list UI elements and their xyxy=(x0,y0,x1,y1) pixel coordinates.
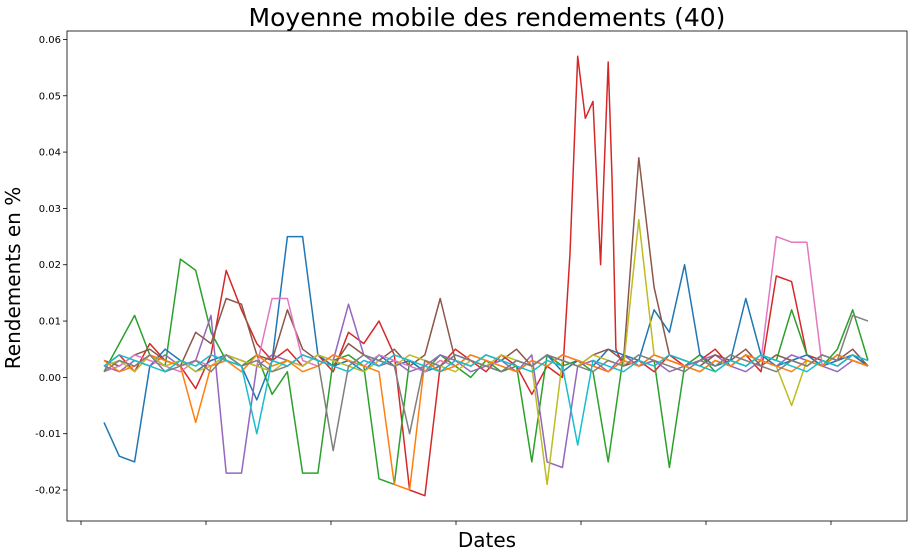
series-line-7 xyxy=(103,218,869,486)
series-layer xyxy=(103,55,869,497)
y-tick-label: 0.01 xyxy=(39,317,61,328)
y-tick-label: 0.06 xyxy=(39,35,61,46)
tick-layer: -0.02 -0.01 0.00 0.01 0.02 0.03 0.04 0.05 0.06 xyxy=(35,35,832,525)
series-line-8 xyxy=(103,354,869,491)
series-line-3 xyxy=(103,235,869,463)
y-tick-label: 0.03 xyxy=(39,204,61,215)
y-tick-label: 0.04 xyxy=(39,148,61,159)
y-tick-label: 0.00 xyxy=(39,373,61,384)
series-line-10 xyxy=(103,354,869,446)
y-tick-label: -0.02 xyxy=(35,486,61,497)
x-axis-label: Dates xyxy=(458,528,516,552)
y-tick-label: 0.05 xyxy=(39,91,61,102)
series-line-6 xyxy=(103,235,869,373)
chart-title: Moyenne mobile des rendements (40) xyxy=(249,3,726,32)
series-line-5 xyxy=(103,156,869,367)
series-line-9 xyxy=(103,314,869,452)
y-tick-label: 0.02 xyxy=(39,260,61,271)
y-axis-label: Rendements en % xyxy=(1,187,25,369)
plot-frame xyxy=(66,30,908,522)
series-line-1 xyxy=(103,55,869,497)
y-tick-label: -0.01 xyxy=(35,429,61,440)
